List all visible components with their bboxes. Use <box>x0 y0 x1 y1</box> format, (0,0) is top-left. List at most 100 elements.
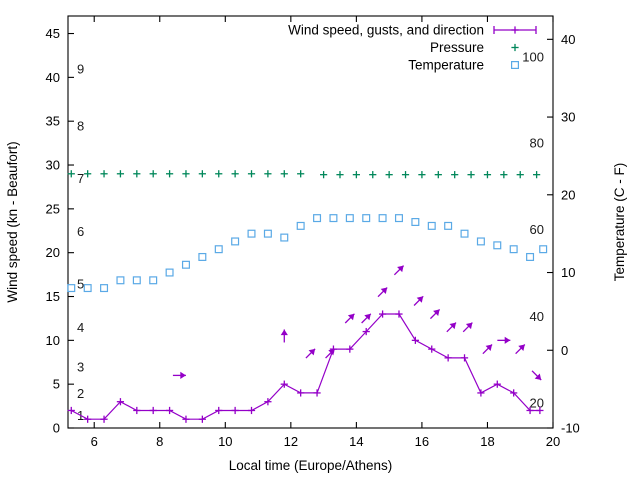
wind-speed-line <box>71 313 540 420</box>
temperature-point <box>149 276 158 285</box>
beaufort-label: 5 <box>77 276 84 291</box>
wind-speed-point <box>395 310 403 318</box>
pressure-point <box>100 170 108 178</box>
wind-direction-arrow <box>413 295 424 306</box>
wind-speed-point <box>100 415 108 423</box>
temperature-point <box>378 214 387 223</box>
wind-direction-arrow <box>515 344 526 355</box>
temperature-point <box>345 214 354 223</box>
y2-tick-label: 10 <box>561 265 575 280</box>
wind-speed-point <box>297 389 305 397</box>
pressure-point <box>434 171 442 179</box>
wind-speed-point <box>198 415 206 423</box>
y-tick-label: 40 <box>46 70 60 85</box>
series-wind-speed <box>67 310 544 423</box>
pressure-point <box>149 170 157 178</box>
pressure-point <box>67 170 75 178</box>
wind-direction-arrow <box>393 265 405 276</box>
temperature-point <box>539 245 548 254</box>
wind-speed-point <box>165 406 174 415</box>
y2-axis-title: Temperature (C - F) <box>612 163 627 282</box>
fahrenheit-scale-labels: 20 40 60 80 100 <box>522 49 544 410</box>
beaufort-label: 4 <box>77 320 84 335</box>
chart-legend: Wind speed, gusts, and direction Pressure… <box>288 23 537 73</box>
y-tick-label: 20 <box>46 245 60 260</box>
temperature-point <box>493 241 502 250</box>
x-axis-tick-labels: 6 8 10 12 14 16 18 20 <box>91 434 561 449</box>
temperature-point <box>247 229 256 238</box>
y2-axis-ticks <box>547 38 553 429</box>
y-axis-title: Wind speed (kn - Beaufort) <box>5 141 20 302</box>
pressure-point <box>165 170 174 178</box>
pressure-point <box>247 170 256 178</box>
legend-marker-plus <box>511 43 519 52</box>
beaufort-label: 9 <box>77 62 84 77</box>
fahrenheit-label: 20 <box>530 395 544 410</box>
wind-speed-point <box>510 389 518 397</box>
pressure-point <box>483 171 492 179</box>
y-tick-label: 45 <box>46 26 60 41</box>
pressure-point <box>352 171 360 179</box>
legend-label[interactable]: Temperature <box>408 58 484 73</box>
pressure-point <box>516 171 524 179</box>
wind-speed-point <box>378 310 387 318</box>
wind-direction-arrow <box>280 329 288 343</box>
x-tick-label: 20 <box>546 434 560 449</box>
series-wind-direction-arrows <box>172 265 542 381</box>
plot-frame <box>67 15 554 429</box>
wind-speed-point <box>460 354 469 362</box>
temperature-point <box>280 233 289 242</box>
series-temperature <box>67 214 548 293</box>
temperature-point <box>476 237 485 246</box>
temperature-point <box>100 284 109 293</box>
wind-speed-point <box>247 406 256 415</box>
y2-tick-label: 0 <box>561 343 568 358</box>
wind-direction-arrow <box>305 348 316 359</box>
wind-direction-arrow <box>462 322 473 333</box>
wind-direction-arrow <box>325 348 336 359</box>
wind-speed-point <box>313 389 321 397</box>
wind-speed-point <box>231 406 239 415</box>
pressure-point <box>467 171 475 179</box>
temperature-point <box>526 252 535 261</box>
fahrenheit-label: 100 <box>522 49 544 64</box>
wind-speed-point <box>428 345 436 353</box>
legend-label[interactable]: Pressure <box>430 40 484 55</box>
wind-speed-point <box>444 354 452 362</box>
wind-speed-point <box>215 406 223 415</box>
y2-tick-label: 40 <box>561 32 575 47</box>
beaufort-label: 2 <box>77 386 84 401</box>
pressure-point <box>401 171 410 179</box>
temperature-point <box>460 229 469 238</box>
temperature-point <box>83 284 92 293</box>
wind-direction-arrow <box>172 371 186 379</box>
wind-speed-point <box>84 415 92 423</box>
y-tick-label: 30 <box>46 158 60 173</box>
pressure-point <box>84 170 92 178</box>
pressure-point <box>336 171 344 179</box>
temperature-point <box>116 276 125 285</box>
y-tick-label: 5 <box>53 377 60 392</box>
pressure-point <box>369 171 377 179</box>
wind-speed-point <box>411 336 419 344</box>
wind-speed-point <box>346 345 354 353</box>
pressure-point <box>231 170 239 178</box>
wind-speed-point <box>536 406 544 415</box>
wind-speed-point <box>362 327 370 336</box>
x-tick-label: 6 <box>91 434 98 449</box>
temperature-point <box>198 252 207 261</box>
y2-tick-label: 30 <box>561 110 575 125</box>
y-axis-tick-labels: 0 5 10 15 20 25 30 35 40 45 <box>46 26 60 435</box>
pressure-point <box>198 170 206 178</box>
temperature-point <box>394 214 403 223</box>
temperature-point <box>296 221 305 230</box>
pressure-point <box>264 170 272 178</box>
series-pressure <box>67 170 541 179</box>
pressure-point <box>385 171 393 179</box>
pressure-point <box>182 170 190 178</box>
fahrenheit-label: 60 <box>530 222 544 237</box>
beaufort-label: 3 <box>77 360 84 375</box>
legend-label[interactable]: Wind speed, gusts, and direction <box>288 23 484 38</box>
wind-speed-point <box>133 406 141 415</box>
